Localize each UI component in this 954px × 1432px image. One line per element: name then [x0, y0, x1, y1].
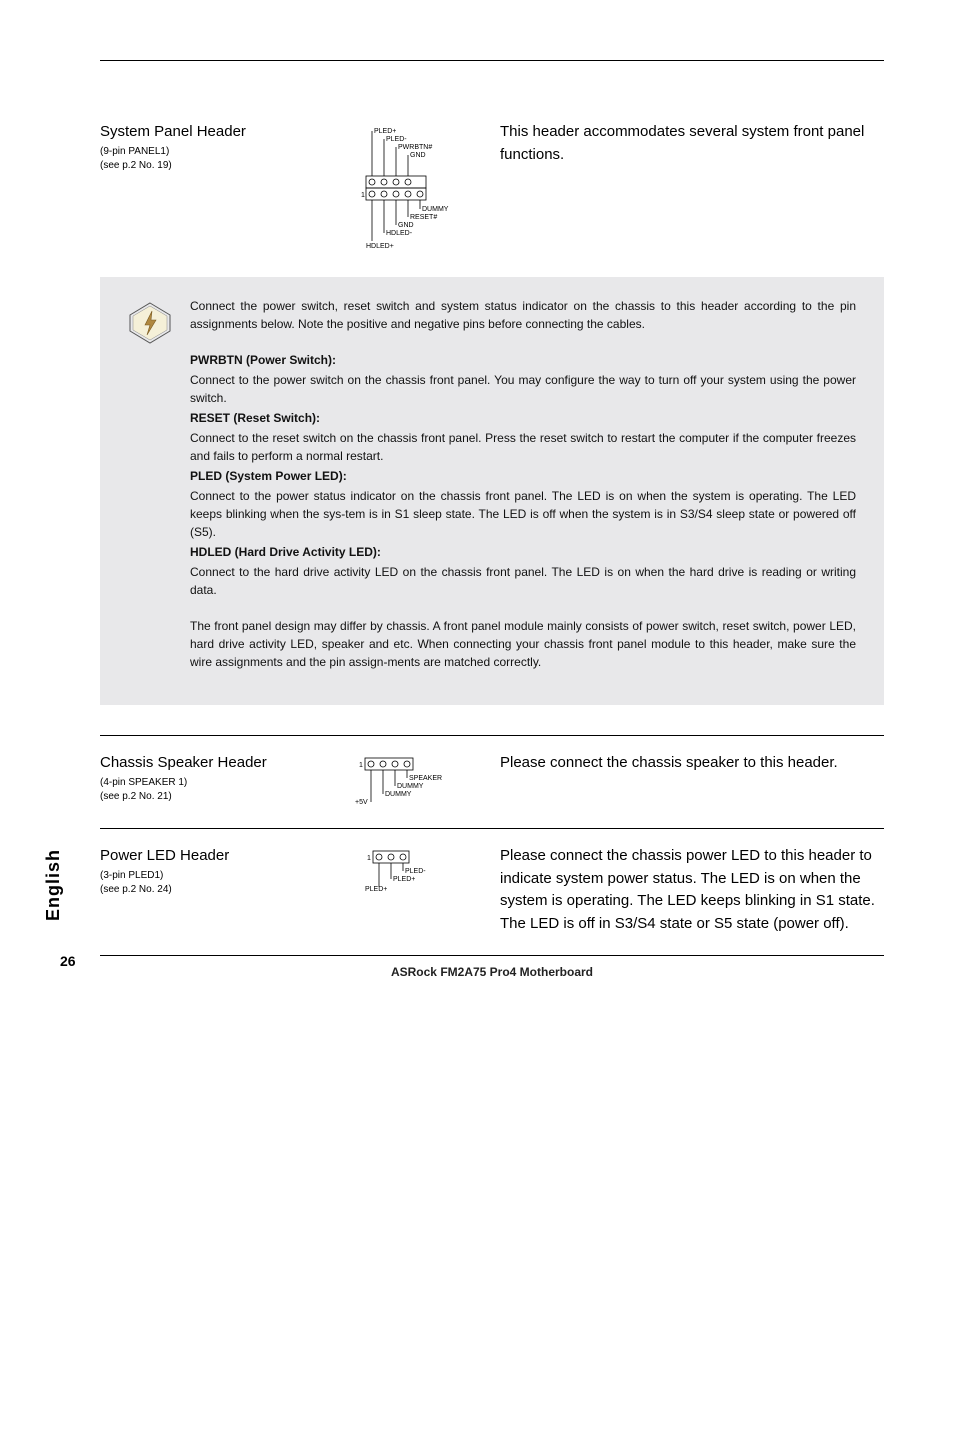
svg-text:1: 1 [359, 762, 363, 769]
panel-header-icon: PLED+ PLED- PWRBTN# GND 1 DUMM [330, 121, 470, 251]
speaker-diagram: 1 SPEAKER DUMMY DUMMY +5V [320, 752, 480, 812]
speaker-desc: Please connect the chassis speaker to th… [500, 752, 884, 775]
system-panel-sub1: (9-pin PANEL1) [100, 145, 300, 160]
info-h0: PWRBTN (Power Switch): [190, 351, 856, 369]
system-panel-title: System Panel Header [100, 121, 300, 143]
powerled-desc: Please connect the chassis power LED to … [500, 845, 884, 935]
footer: ASRock FM2A75 Pro4 Motherboard [100, 955, 884, 981]
speaker-sub2: (see p.2 No. 21) [100, 790, 300, 805]
svg-text:DUMMY: DUMMY [385, 791, 412, 798]
system-panel-diagram: PLED+ PLED- PWRBTN# GND 1 DUMM [320, 121, 480, 251]
info-h1: RESET (Reset Switch): [190, 409, 856, 427]
svg-text:1: 1 [361, 192, 365, 199]
info-h3: HDLED (Hard Drive Activity LED): [190, 543, 856, 561]
speaker-header-icon: 1 SPEAKER DUMMY DUMMY +5V [335, 752, 465, 812]
powerled-title: Power LED Header [100, 845, 300, 867]
svg-text:1: 1 [367, 855, 371, 862]
svg-text:PWRBTN#: PWRBTN# [398, 144, 432, 151]
info-b1: Connect to the reset switch on the chass… [190, 429, 856, 465]
top-rule [100, 60, 884, 61]
system-panel-left: System Panel Header (9-pin PANEL1) (see … [100, 121, 300, 174]
svg-text:PLED+: PLED+ [393, 876, 415, 883]
info-b2: Connect to the power status indicator on… [190, 487, 856, 541]
powerled-left: Power LED Header (3-pin PLED1) (see p.2 … [100, 845, 300, 898]
svg-text:GND: GND [410, 152, 426, 159]
speaker-sub1: (4-pin SPEAKER 1) [100, 776, 300, 791]
speaker-title: Chassis Speaker Header [100, 752, 300, 774]
speaker-left: Chassis Speaker Header (4-pin SPEAKER 1)… [100, 752, 300, 805]
info-intro: Connect the power switch, reset switch a… [190, 297, 856, 333]
rule-3 [100, 828, 884, 829]
info-box: Connect the power switch, reset switch a… [100, 277, 884, 705]
language-tab: English [40, 849, 66, 921]
info-b3: Connect to the hard drive activity LED o… [190, 563, 856, 599]
info-h2: PLED (System Power LED): [190, 467, 856, 485]
info-b0: Connect to the power switch on the chass… [190, 371, 856, 407]
lightning-icon [128, 301, 172, 351]
svg-text:SPEAKER: SPEAKER [409, 775, 442, 782]
svg-text:GND: GND [398, 222, 414, 229]
system-panel-row: System Panel Header (9-pin PANEL1) (see … [100, 121, 884, 251]
system-panel-sub2: (see p.2 No. 19) [100, 159, 300, 174]
svg-text:PLED-: PLED- [405, 868, 426, 875]
speaker-row: Chassis Speaker Header (4-pin SPEAKER 1)… [100, 752, 884, 812]
system-panel-desc: This header accommodates several system … [500, 121, 884, 166]
powerled-row: Power LED Header (3-pin PLED1) (see p.2 … [100, 845, 884, 935]
rule-2 [100, 735, 884, 736]
svg-text:DUMMY: DUMMY [397, 783, 424, 790]
svg-text:DUMMY: DUMMY [422, 206, 449, 213]
powerled-sub1: (3-pin PLED1) [100, 869, 300, 884]
powerled-sub2: (see p.2 No. 24) [100, 883, 300, 898]
svg-text:PLED+: PLED+ [374, 128, 396, 135]
powerled-header-icon: 1 PLED- PLED+ PLED+ [345, 845, 455, 900]
info-outro: The front panel design may differ by cha… [190, 617, 856, 671]
svg-text:RESET#: RESET# [410, 214, 437, 221]
svg-text:PLED-: PLED- [386, 136, 407, 143]
svg-text:HDLED+: HDLED+ [366, 243, 394, 250]
page-number: 26 [60, 951, 76, 971]
info-content: Connect the power switch, reset switch a… [190, 297, 856, 681]
svg-text:HDLED-: HDLED- [386, 230, 413, 237]
svg-text:PLED+: PLED+ [365, 886, 387, 893]
powerled-diagram: 1 PLED- PLED+ PLED+ [320, 845, 480, 900]
svg-text:+5V: +5V [355, 799, 368, 806]
